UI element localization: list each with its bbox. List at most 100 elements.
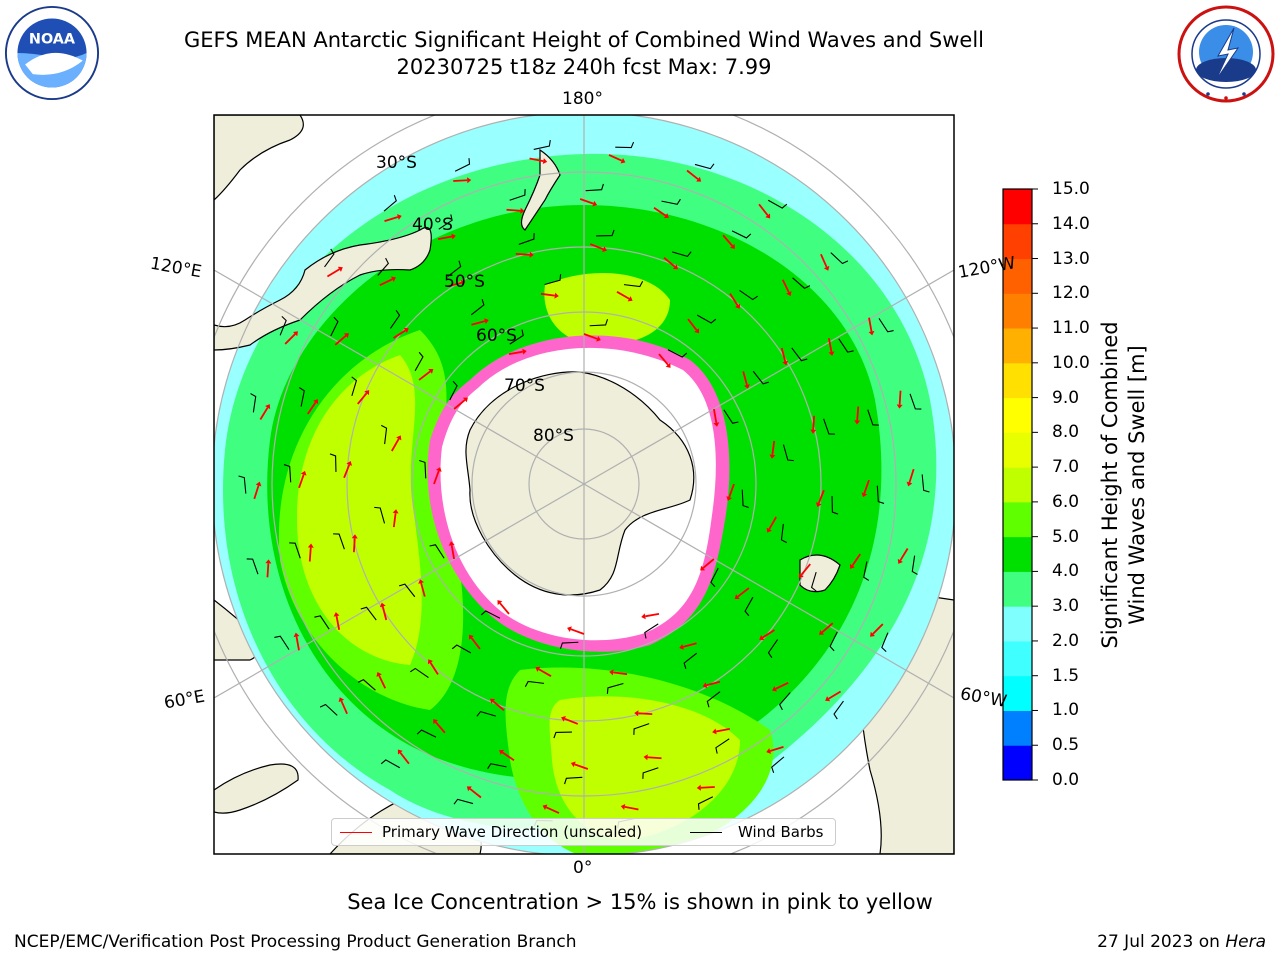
- wind-barb: [518, 233, 535, 245]
- wave-direction-arrow: [570, 628, 585, 635]
- wave-direction-arrow: [781, 279, 790, 293]
- wave-direction-arrow: [529, 157, 544, 162]
- wave-direction-arrow: [447, 281, 462, 288]
- wave-direction-arrowhead: [786, 291, 792, 296]
- wave-direction-arrow: [820, 253, 828, 268]
- wave-direction-arrowhead: [313, 399, 319, 405]
- wave-direction-arrowhead: [828, 351, 835, 356]
- wave-direction-arrow: [768, 516, 777, 530]
- wave-direction-arrowhead: [641, 613, 646, 620]
- colorbar-tick-label: 13.0: [1052, 248, 1090, 269]
- wave-direction-arrow: [828, 690, 842, 700]
- lat-label-30s: 30°S: [376, 153, 417, 173]
- noaa-logo-text: NOAA: [29, 31, 76, 47]
- footer-credit: NCEP/EMC/Verification Post Processing Pr…: [14, 932, 577, 952]
- legend-swatch-wind: [690, 832, 722, 833]
- colorbar-segment: [1003, 536, 1032, 572]
- wave-direction-arrow: [284, 333, 296, 345]
- colorbar-segment: [1003, 362, 1032, 399]
- colorbar-tick-label: 0.5: [1052, 735, 1080, 756]
- wave-direction-arrowhead: [466, 786, 472, 792]
- wave-direction-arrow: [574, 763, 589, 770]
- wind-barb: [419, 459, 427, 479]
- wave-direction-arrowhead: [497, 600, 503, 606]
- wind-barb: [623, 280, 644, 288]
- wave-direction-arrowhead: [427, 659, 433, 665]
- wave-direction-arrowhead: [499, 749, 505, 755]
- wave-direction-arrowhead: [672, 264, 678, 270]
- wave-direction-arrow: [379, 278, 393, 287]
- colorbar-tick-label: 6.0: [1052, 491, 1080, 512]
- wind-barb: [451, 644, 472, 654]
- wave-direction-arrowhead: [468, 634, 474, 640]
- wave-direction-arrowhead: [293, 632, 300, 638]
- wind-barb: [867, 409, 879, 426]
- lat-label-80s: 80°S: [533, 426, 574, 446]
- wave-direction-arrowhead: [265, 404, 271, 410]
- wave-direction-arrowhead: [346, 461, 353, 466]
- wind-barb: [810, 571, 817, 592]
- wave-direction-arrowhead: [782, 360, 789, 366]
- wave-direction-arrowhead: [896, 404, 903, 409]
- wave-direction-arrow: [769, 746, 784, 752]
- wave-direction-arrowhead: [694, 328, 700, 334]
- wave-direction-arrowhead: [364, 390, 370, 396]
- colorbar-label-line2: Wind Waves and Swell [m]: [1125, 345, 1149, 625]
- wave-direction-arrowhead: [702, 682, 708, 689]
- colorbar-segment: [1003, 223, 1032, 260]
- wave-direction-arrowhead: [643, 754, 648, 761]
- colorbar-tick-label: 4.0: [1052, 561, 1080, 582]
- wave-direction-arrow: [706, 680, 721, 687]
- legend-swatch-wave: [340, 832, 372, 833]
- wave-direction-arrowhead: [403, 327, 409, 333]
- wave-direction-arrow: [540, 292, 555, 297]
- wave-direction-arrowhead: [825, 696, 831, 702]
- wave-direction-arrowhead: [397, 214, 402, 220]
- wind-barb: [454, 158, 471, 172]
- wind-barb: [683, 652, 698, 670]
- wave-direction-arrowhead: [433, 719, 439, 725]
- wave-direction-arrow: [437, 235, 453, 241]
- lat-label-50s: 50°S: [444, 272, 485, 292]
- wave-direction-arrow: [471, 320, 486, 326]
- legend: Primary Wave Direction (unscaled) Wind B…: [331, 818, 836, 846]
- noaa-logo: NOAA: [4, 5, 100, 101]
- wave-direction-arrow: [515, 253, 530, 256]
- wave-direction-arrowhead: [620, 803, 626, 810]
- wind-barb: [697, 796, 714, 810]
- wind-barb: [416, 729, 437, 738]
- wave-direction-arrow: [308, 547, 312, 562]
- wave-direction-arrowhead: [868, 330, 875, 336]
- wind-barb: [863, 561, 870, 581]
- wind-barb: [470, 298, 485, 316]
- wind-barb: [357, 678, 376, 691]
- wind-barb: [780, 523, 788, 544]
- wave-direction-arrowhead: [520, 207, 525, 214]
- wind-barb: [633, 723, 650, 735]
- wave-direction-arrow: [298, 474, 305, 489]
- wave-direction-arrow: [827, 337, 833, 353]
- wave-direction-arrowhead: [596, 335, 601, 342]
- wave-direction-arrowhead: [735, 303, 741, 309]
- wind-barb: [589, 319, 609, 327]
- wave-direction-arrow: [616, 291, 630, 300]
- colorbar-frame: [1002, 188, 1033, 781]
- wave-direction-arrow: [433, 470, 440, 485]
- wave-direction-arrow: [259, 407, 269, 420]
- wind-barb: [360, 606, 377, 621]
- wave-direction-arrow: [624, 806, 639, 811]
- footer-machine: Hera: [1225, 932, 1266, 952]
- legend-label-wave: Primary Wave Direction (unscaled): [382, 823, 643, 841]
- wave-direction-arrow: [608, 154, 623, 162]
- wave-direction-arrow: [663, 257, 676, 268]
- wind-barb: [389, 310, 401, 329]
- wave-direction-arrowhead: [351, 534, 358, 539]
- wave-direction-arrowhead: [554, 292, 559, 299]
- wave-direction-arrow: [469, 788, 482, 799]
- wave-direction-arrowhead: [849, 563, 855, 569]
- wave-direction-arrowhead: [451, 233, 456, 240]
- wave-direction-arrowhead: [484, 318, 489, 324]
- wave-direction-arrow: [501, 751, 515, 762]
- wind-barb: [544, 274, 562, 286]
- wind-barb: [553, 731, 572, 739]
